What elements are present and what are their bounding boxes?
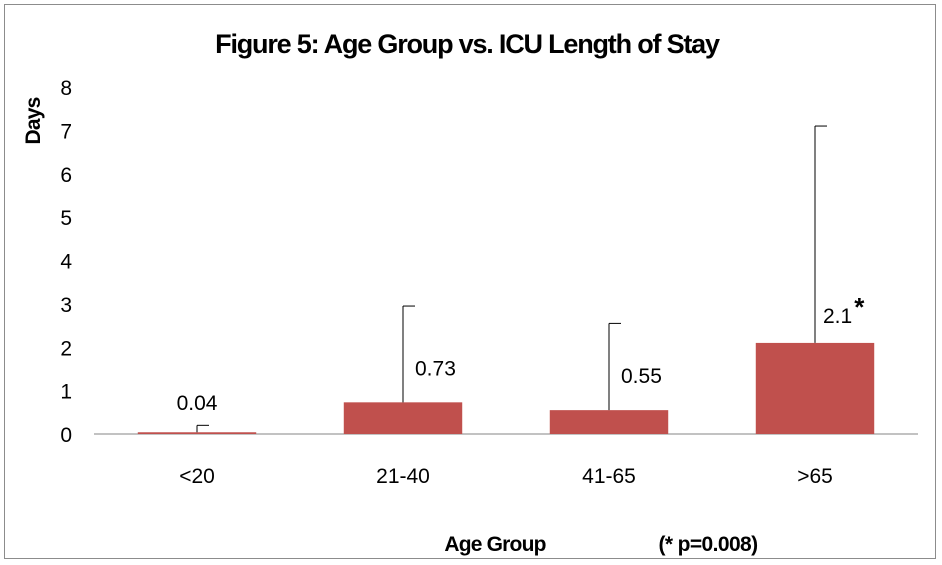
y-axis-title: Days bbox=[22, 97, 45, 144]
chart-title: Figure 5: Age Group vs. ICU Length of St… bbox=[215, 29, 720, 59]
y-tick-label: 1 bbox=[60, 381, 72, 404]
y-tick-label: 3 bbox=[60, 294, 72, 317]
y-tick-label: 7 bbox=[60, 120, 72, 143]
significance-note: (* p=0.008) bbox=[658, 533, 757, 556]
bar bbox=[549, 410, 669, 434]
data-labels-group: 0.04 0.73 0.55 2.1 * bbox=[177, 292, 866, 415]
x-tick-label: 21-40 bbox=[376, 465, 430, 488]
data-label: 0.55 bbox=[621, 365, 662, 388]
y-tick-label: 6 bbox=[60, 164, 72, 187]
data-label: 2.1 bbox=[823, 305, 852, 328]
data-label: 0.04 bbox=[177, 392, 218, 415]
x-tick-label: 41-65 bbox=[582, 465, 636, 488]
y-tick-label: 2 bbox=[60, 337, 72, 360]
bar bbox=[137, 432, 257, 434]
chart-frame bbox=[4, 4, 936, 559]
y-tick-label: 5 bbox=[60, 207, 72, 230]
y-tick-label: 4 bbox=[60, 251, 72, 274]
bars-group bbox=[137, 342, 875, 434]
y-tick-label: 0 bbox=[60, 424, 72, 447]
y-tick-label: 8 bbox=[60, 77, 72, 100]
significance-star: * bbox=[854, 292, 865, 322]
y-axis-ticks: 0 1 2 3 4 5 6 7 8 bbox=[60, 77, 72, 447]
x-axis-title: Age Group bbox=[444, 533, 545, 556]
data-label: 0.73 bbox=[415, 357, 456, 380]
error-bars-group bbox=[196, 125, 827, 433]
x-axis-ticks: <20 21-40 41-65 >65 bbox=[179, 465, 833, 488]
x-tick-label: <20 bbox=[179, 465, 215, 488]
bar bbox=[755, 342, 875, 434]
x-tick-label: >65 bbox=[797, 465, 833, 488]
bar bbox=[343, 402, 463, 434]
